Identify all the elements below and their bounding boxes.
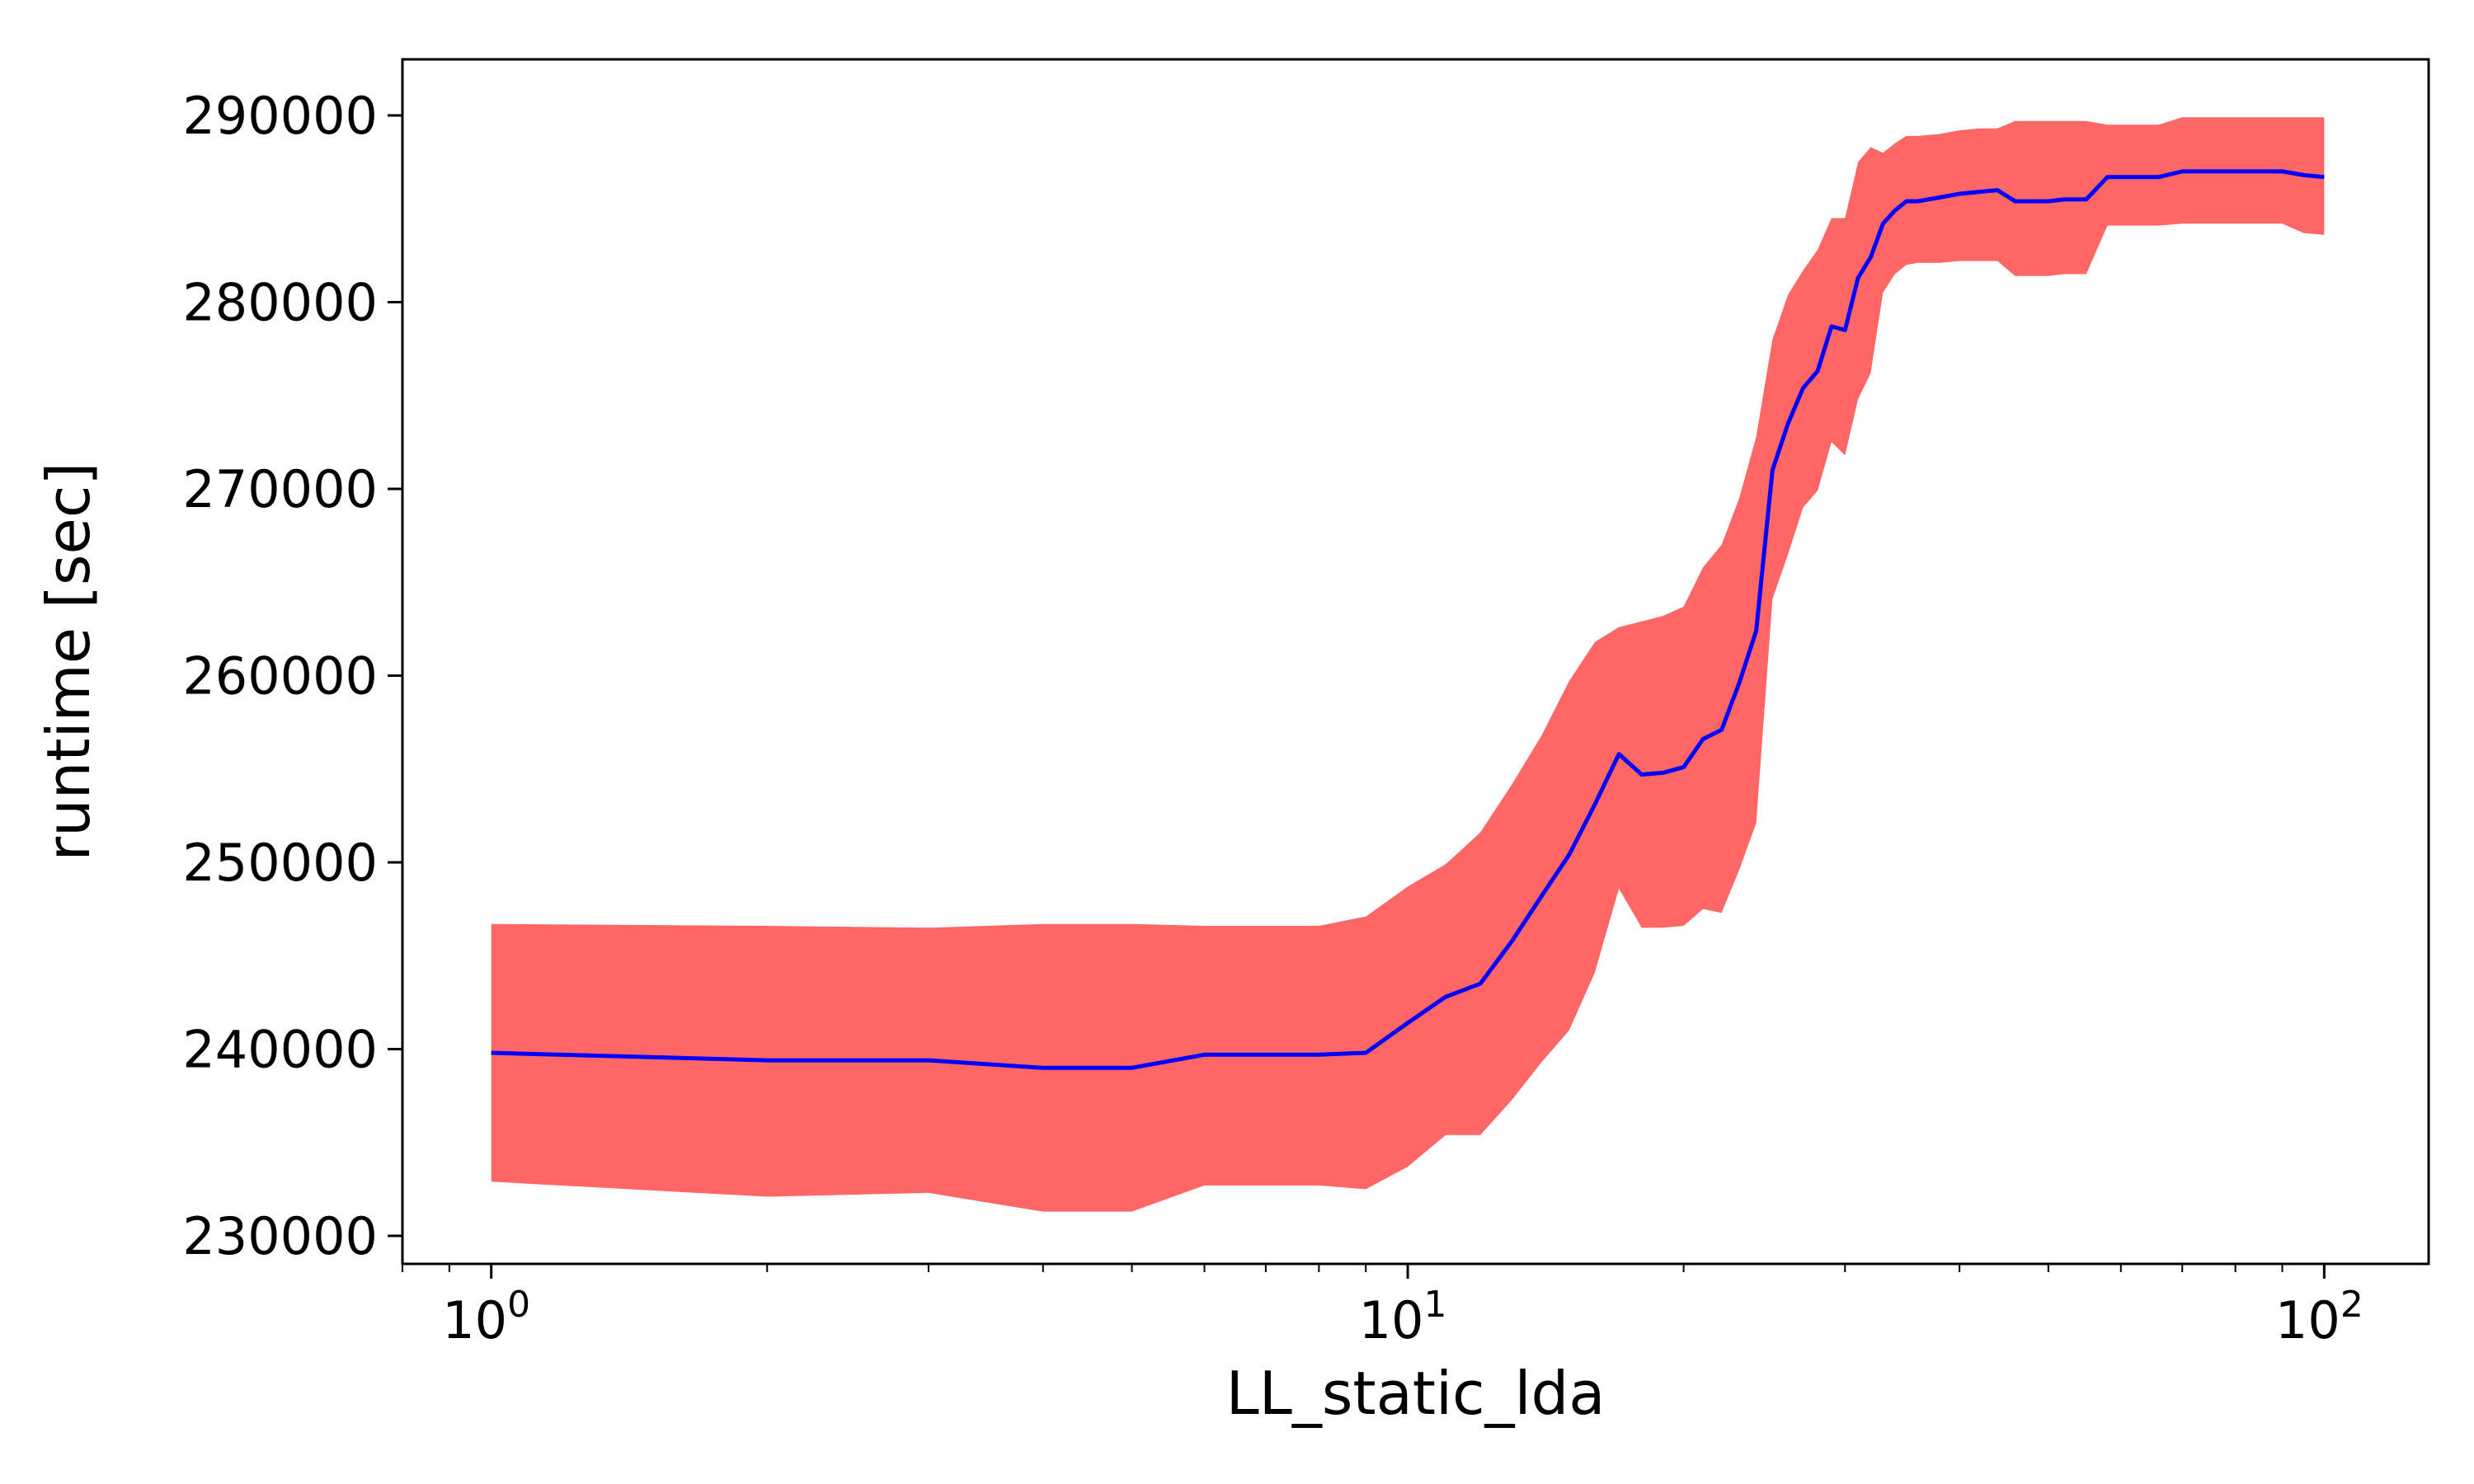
x-tick-label: 100 <box>442 1284 530 1350</box>
x-tick-label: 102 <box>2275 1284 2363 1350</box>
plot-area <box>401 58 2430 1266</box>
y-tick-label: 280000 <box>182 272 378 332</box>
y-tick-label: 290000 <box>182 86 378 146</box>
y-tick-label: 250000 <box>182 833 378 893</box>
x-axis-label: LL_static_lda <box>1226 1359 1606 1428</box>
plot-frame <box>401 58 2430 1266</box>
y-axis-label: runtime [sec] <box>34 463 103 862</box>
mean-line <box>491 169 2325 1070</box>
x-axis-ticks: 100 101 102 <box>402 1264 2363 1350</box>
confidence-band <box>491 117 2325 1212</box>
y-tick-label: 230000 <box>182 1206 378 1266</box>
y-tick-label: 240000 <box>182 1020 378 1080</box>
y-tick-label: 260000 <box>182 646 378 706</box>
y-tick-label: 270000 <box>182 459 378 519</box>
y-axis-ticks: 230000 240000 250000 260000 270000 280000 2900… <box>182 86 402 1266</box>
x-tick-label: 101 <box>1359 1284 1447 1350</box>
